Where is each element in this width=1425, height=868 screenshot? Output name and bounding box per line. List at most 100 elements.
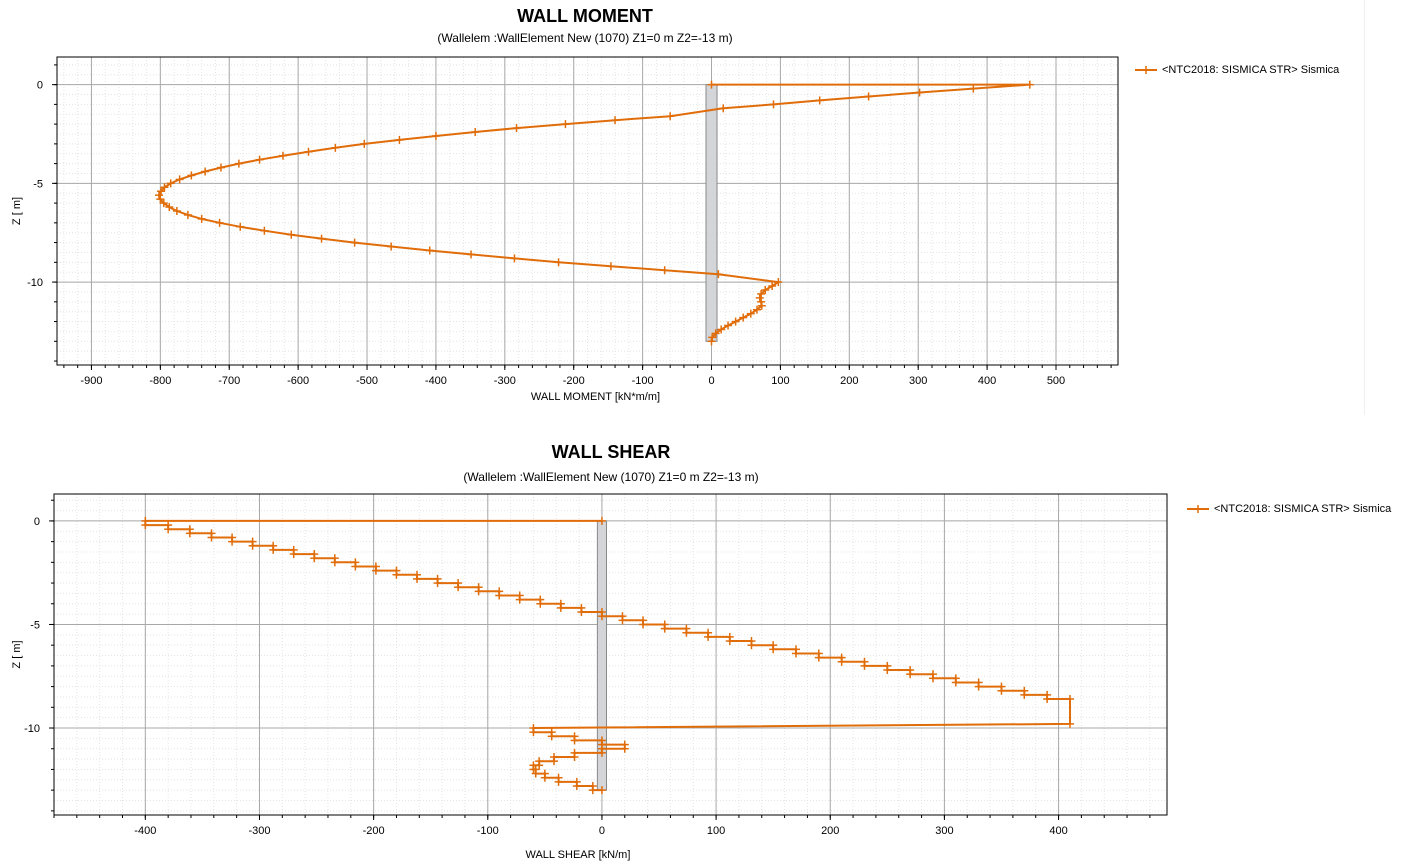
data-point bbox=[725, 637, 734, 646]
data-point bbox=[572, 782, 581, 791]
shear-chart-title: WALL SHEAR bbox=[551, 442, 671, 462]
data-point bbox=[757, 301, 766, 310]
y-axis-label: Z [ m] bbox=[11, 640, 23, 668]
data-point bbox=[289, 550, 298, 559]
data-point bbox=[747, 641, 756, 650]
data-point bbox=[682, 628, 691, 637]
x-tick-label: -400 bbox=[425, 375, 447, 387]
y-tick-label: 0 bbox=[34, 516, 40, 528]
shear-chart: -400 -300 -200 -100 0 100 200 300 400 0 -5 -10 WALL … bbox=[11, 493, 1168, 861]
data-point bbox=[666, 112, 675, 121]
data-point bbox=[310, 554, 319, 563]
data-point bbox=[207, 533, 216, 542]
moment-chart-title: WALL MOMENT bbox=[517, 6, 653, 26]
y-axis-label: Z [ m] bbox=[11, 197, 23, 225]
data-point bbox=[154, 191, 163, 200]
data-point bbox=[769, 645, 778, 654]
data-point bbox=[561, 120, 570, 129]
y-tick-label: 0 bbox=[37, 80, 43, 92]
data-point bbox=[1043, 695, 1052, 704]
x-tick-label: 0 bbox=[599, 825, 605, 837]
data-point bbox=[974, 682, 983, 691]
data-point bbox=[731, 317, 740, 326]
shear-chart-subtitle: (Wallelem :WallElement New (1070) Z1=0 m… bbox=[463, 470, 759, 484]
data-point bbox=[606, 262, 615, 271]
data-point bbox=[547, 732, 556, 741]
moment-legend-label: <NTC2018: SISMICA STR> Sismica bbox=[1162, 64, 1340, 76]
data-point bbox=[164, 525, 173, 534]
data-point bbox=[431, 131, 440, 140]
data-point bbox=[236, 222, 245, 231]
data-point bbox=[1025, 80, 1034, 89]
series-line bbox=[144, 519, 1071, 792]
data-point bbox=[792, 649, 800, 658]
data-point bbox=[860, 661, 869, 670]
data-point bbox=[331, 143, 340, 152]
data-point bbox=[814, 653, 823, 662]
data-point bbox=[997, 686, 1006, 695]
data-point bbox=[278, 151, 287, 160]
moment-legend: <NTC2018: SISMICA STR> Sismica bbox=[1134, 64, 1339, 76]
y-tick-label: -10 bbox=[24, 723, 40, 735]
data-point bbox=[392, 570, 401, 579]
data-point bbox=[183, 210, 192, 219]
x-axis-label: WALL MOMENT [kN*m/m] bbox=[531, 391, 660, 403]
series bbox=[141, 516, 1074, 795]
data-point bbox=[761, 285, 770, 294]
data-point bbox=[474, 587, 483, 596]
x-tick-label: -400 bbox=[134, 825, 156, 837]
data-point bbox=[620, 744, 629, 753]
data-point bbox=[752, 305, 761, 314]
x-tick-label: 100 bbox=[771, 375, 789, 387]
data-point bbox=[556, 603, 565, 612]
data-point bbox=[864, 92, 873, 101]
x-tick-label: -700 bbox=[218, 375, 240, 387]
x-tick-label: -800 bbox=[149, 375, 171, 387]
data-point bbox=[228, 537, 237, 546]
data-point bbox=[495, 591, 504, 600]
plot-frame bbox=[56, 56, 1119, 366]
data-point bbox=[707, 80, 716, 89]
data-point bbox=[515, 595, 524, 604]
data-point bbox=[554, 258, 563, 267]
legend-line-icon bbox=[1135, 66, 1157, 74]
data-point bbox=[951, 678, 960, 687]
shear-legend: <NTC2018: SISMICA STR> Sismica bbox=[1186, 503, 1391, 515]
y-tick-label: -10 bbox=[27, 277, 43, 289]
x-tick-label: -200 bbox=[363, 825, 385, 837]
x-tick-label: -100 bbox=[477, 825, 499, 837]
data-point bbox=[201, 167, 210, 176]
data-point bbox=[570, 753, 579, 762]
data-point bbox=[215, 218, 224, 227]
x-tick-label: 200 bbox=[840, 375, 858, 387]
x-tick-label: 200 bbox=[821, 825, 839, 837]
data-point bbox=[660, 266, 669, 275]
data-point bbox=[549, 757, 558, 766]
data-point bbox=[618, 616, 627, 625]
data-point bbox=[815, 96, 824, 105]
data-point bbox=[255, 155, 264, 164]
data-point bbox=[611, 116, 620, 125]
x-tick-label: -300 bbox=[494, 375, 516, 387]
data-point bbox=[768, 282, 777, 291]
data-point bbox=[1065, 695, 1074, 704]
data-point bbox=[216, 163, 225, 172]
x-tick-label: -500 bbox=[356, 375, 378, 387]
data-point bbox=[714, 270, 723, 279]
data-point bbox=[660, 624, 669, 633]
data-point bbox=[597, 516, 606, 525]
data-point bbox=[724, 321, 733, 330]
wall-element bbox=[705, 84, 718, 342]
x-tick-label: 400 bbox=[1049, 825, 1067, 837]
data-point bbox=[757, 289, 766, 298]
x-tick-label: 300 bbox=[909, 375, 927, 387]
data-point bbox=[597, 748, 606, 757]
data-point bbox=[165, 203, 174, 212]
data-point bbox=[248, 541, 257, 550]
panel-divider bbox=[1364, 0, 1365, 415]
data-point bbox=[454, 583, 463, 592]
x-tick-label: -300 bbox=[248, 825, 270, 837]
data-point bbox=[719, 104, 728, 113]
data-point bbox=[969, 84, 978, 93]
data-point bbox=[371, 566, 380, 575]
